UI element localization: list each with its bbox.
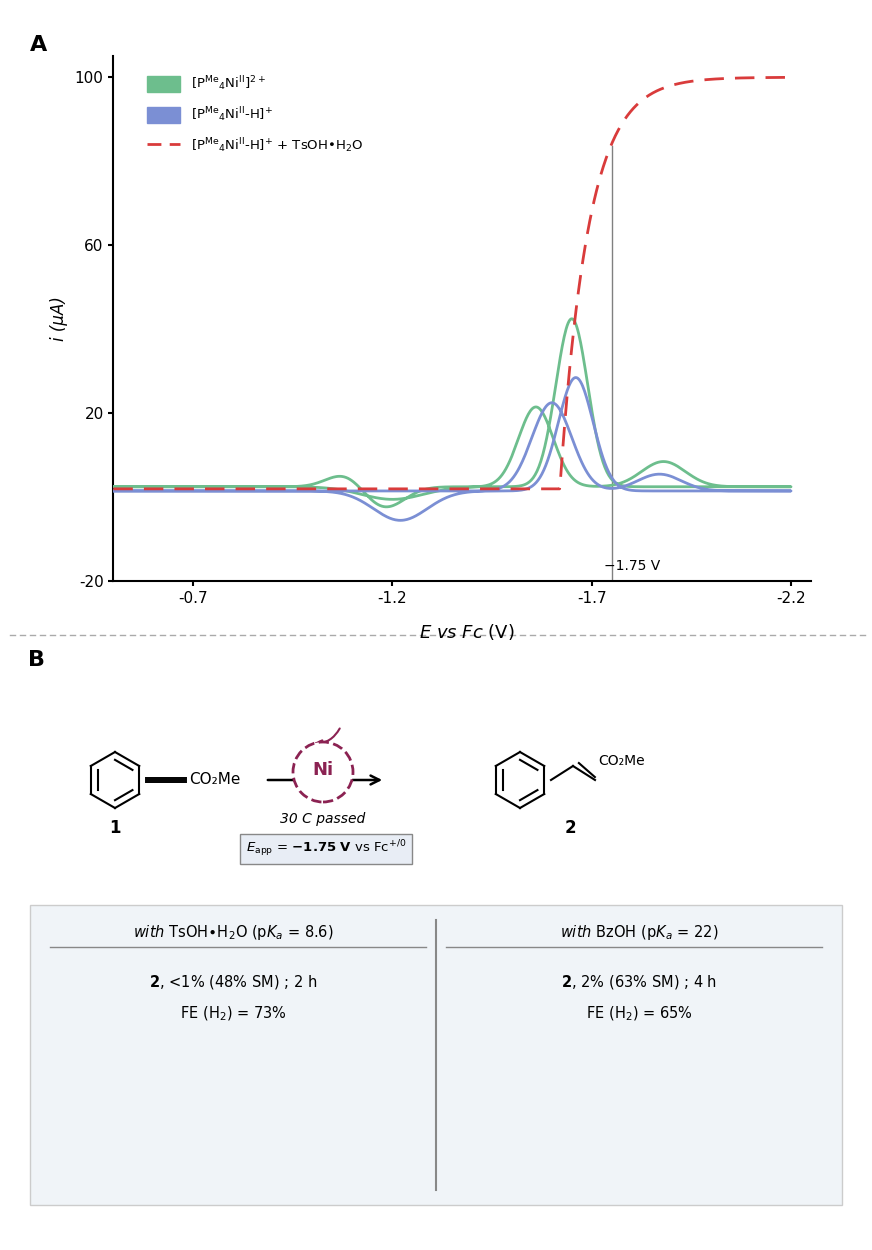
Text: $E_{\rm app}$ = $\mathbf{-1.75\ V}$ vs Fc$^{+/0}$: $E_{\rm app}$ = $\mathbf{-1.75\ V}$ vs F… [246, 839, 406, 859]
Text: CO₂Me: CO₂Me [598, 754, 644, 768]
Text: FE (H$_2$) = 73%: FE (H$_2$) = 73% [180, 1005, 287, 1024]
Text: 1: 1 [109, 819, 120, 838]
Text: FE (H$_2$) = 65%: FE (H$_2$) = 65% [585, 1005, 692, 1024]
Text: 2: 2 [564, 819, 576, 838]
Text: 30 C passed: 30 C passed [281, 812, 365, 826]
Text: −1.75 V: −1.75 V [603, 559, 660, 572]
Y-axis label: i (μA): i (μA) [50, 296, 68, 341]
Text: CO₂Me: CO₂Me [189, 771, 241, 786]
FancyBboxPatch shape [240, 834, 412, 864]
FancyBboxPatch shape [30, 905, 842, 1205]
Text: A: A [30, 35, 47, 55]
Text: $\it{with}$ BzOH (p$\it{K}_a$ = 22): $\it{with}$ BzOH (p$\it{K}_a$ = 22) [560, 922, 719, 942]
Text: $\it{with}$ TsOH$\bullet$H$_2$O (p$\it{K}_a$ = 8.6): $\it{with}$ TsOH$\bullet$H$_2$O (p$\it{K… [133, 922, 333, 942]
Text: $\mathbf{2}$, <1% (48% SM) ; 2 h: $\mathbf{2}$, <1% (48% SM) ; 2 h [149, 972, 317, 991]
Text: $E$ $\it{vs}$ $\it{Fc}$ (V): $E$ $\it{vs}$ $\it{Fc}$ (V) [419, 622, 514, 642]
Text: $\mathbf{2}$, 2% (63% SM) ; 4 h: $\mathbf{2}$, 2% (63% SM) ; 4 h [561, 972, 717, 991]
Text: B: B [28, 650, 45, 670]
Circle shape [293, 742, 353, 802]
Legend: [P$^{\rm Me}$$_4$Ni$^{\rm II}$]$^{2+}$, [P$^{\rm Me}$$_4$Ni$^{\rm II}$-H]$^{+}$,: [P$^{\rm Me}$$_4$Ni$^{\rm II}$]$^{2+}$, … [141, 68, 370, 161]
Text: Ni: Ni [312, 761, 334, 779]
